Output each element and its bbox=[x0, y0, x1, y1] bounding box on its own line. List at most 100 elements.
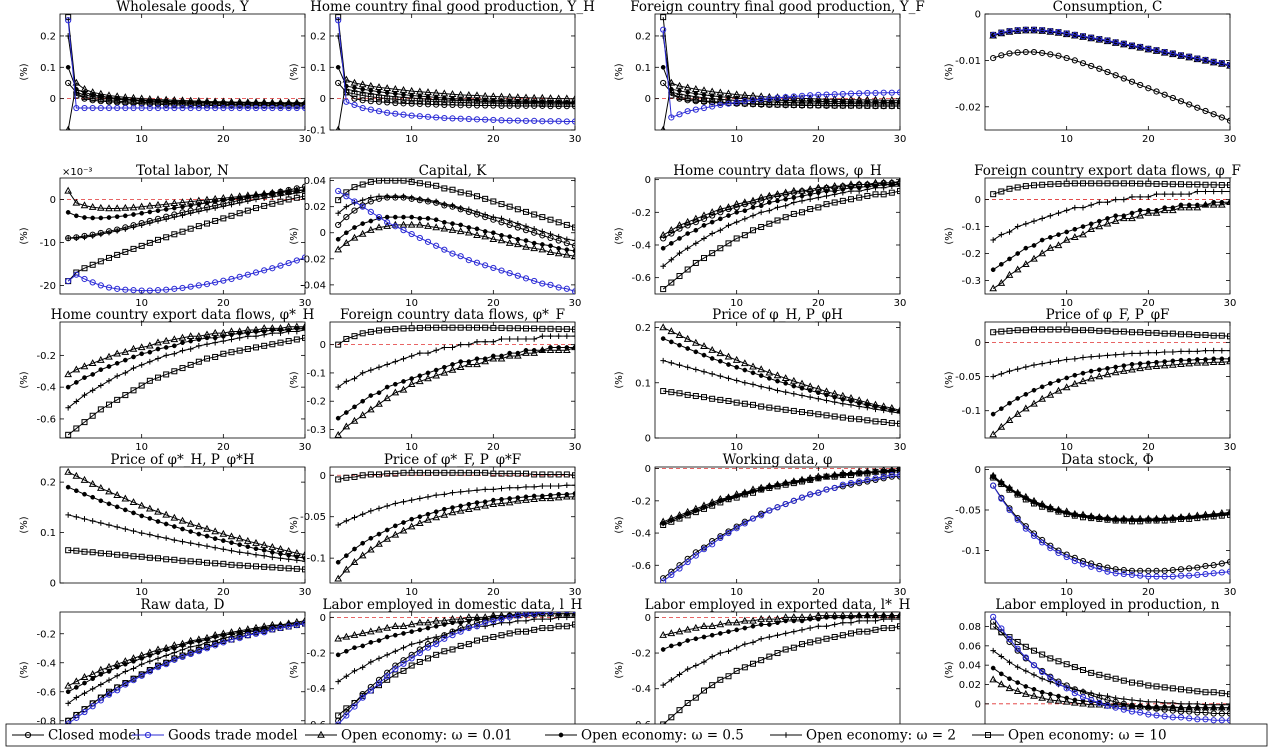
data-point-closed bbox=[490, 616, 497, 623]
data-point-w10 bbox=[474, 193, 480, 200]
data-point-w05 bbox=[155, 519, 161, 524]
data-point-w10 bbox=[376, 471, 382, 478]
data-point-w05 bbox=[335, 652, 341, 658]
data-point-closed bbox=[864, 102, 871, 109]
data-point-closed bbox=[790, 189, 797, 196]
y-tick-label: -0.1 bbox=[961, 546, 981, 557]
data-point-w10 bbox=[572, 224, 575, 231]
data-point-w10 bbox=[523, 208, 529, 215]
data-point-w05 bbox=[433, 509, 439, 515]
data-point-closed bbox=[416, 100, 423, 108]
data-point-w05 bbox=[417, 627, 423, 633]
data-point-w05 bbox=[65, 210, 71, 215]
data-point-w10 bbox=[1112, 328, 1119, 335]
data-point-w10 bbox=[1218, 332, 1225, 339]
data-point-w10 bbox=[138, 242, 145, 249]
data-point-w001 bbox=[383, 623, 392, 631]
data-point-w05 bbox=[335, 559, 341, 565]
data-point-w10 bbox=[65, 14, 72, 21]
data-point-w001 bbox=[342, 238, 351, 246]
data-point-w10 bbox=[1227, 333, 1230, 340]
data-point-w10 bbox=[1194, 515, 1201, 522]
data-point-w05 bbox=[572, 248, 575, 254]
data-point-w10 bbox=[155, 236, 161, 243]
data-point-w2 bbox=[1186, 701, 1192, 707]
data-point-w2 bbox=[1104, 199, 1111, 206]
data-point-w10 bbox=[155, 374, 161, 381]
x-tick-label: 20 bbox=[1142, 134, 1155, 145]
data-point-w2 bbox=[359, 197, 366, 203]
series-group bbox=[334, 178, 575, 294]
data-point-w001 bbox=[1103, 219, 1112, 227]
data-point-goods bbox=[823, 486, 830, 493]
data-point-w05 bbox=[392, 632, 398, 638]
data-point-w2 bbox=[1055, 358, 1062, 364]
data-point-w05 bbox=[564, 491, 570, 497]
data-point-w10 bbox=[171, 231, 178, 238]
data-point-w10 bbox=[831, 633, 838, 640]
data-point-w2 bbox=[1104, 352, 1111, 359]
data-point-w10 bbox=[701, 394, 707, 401]
plot-frame bbox=[59, 611, 306, 729]
data-point-w05 bbox=[1137, 361, 1143, 366]
data-point-goods bbox=[114, 104, 121, 112]
data-point-w10 bbox=[302, 334, 305, 341]
data-point-w001 bbox=[505, 351, 514, 359]
data-point-w10 bbox=[807, 476, 814, 483]
data-point-w05 bbox=[791, 195, 797, 200]
data-point-goods bbox=[400, 227, 407, 234]
data-point-goods bbox=[709, 103, 716, 110]
data-point-closed bbox=[1194, 564, 1201, 571]
data-point-w001 bbox=[1168, 360, 1177, 368]
data-point-goods bbox=[700, 546, 708, 553]
plot-frame bbox=[329, 321, 576, 439]
data-point-w001 bbox=[1021, 260, 1030, 268]
panel-title: Price of φ*_H, P_φ*H bbox=[110, 452, 254, 468]
data-point-w2 bbox=[660, 682, 666, 688]
data-point-w001 bbox=[513, 496, 522, 504]
data-point-w05 bbox=[335, 415, 341, 421]
data-point-goods bbox=[725, 100, 732, 107]
data-point-closed bbox=[1079, 557, 1087, 565]
data-point-w05 bbox=[1007, 256, 1012, 262]
data-point-w05 bbox=[352, 404, 357, 410]
data-point-w10 bbox=[823, 473, 830, 480]
data-point-w10 bbox=[187, 558, 194, 565]
x-tick-label: 30 bbox=[1224, 442, 1237, 453]
data-point-w2 bbox=[343, 518, 350, 524]
y-tick-label: 0.1 bbox=[40, 63, 56, 74]
data-point-closed bbox=[1177, 566, 1185, 573]
data-point-w2 bbox=[179, 646, 186, 653]
data-point-w05 bbox=[261, 547, 267, 553]
data-point-w05 bbox=[1129, 361, 1135, 367]
data-point-closed bbox=[872, 103, 879, 110]
data-point-w2 bbox=[693, 366, 699, 373]
data-point-w05 bbox=[212, 335, 218, 341]
data-point-goods bbox=[1039, 27, 1046, 34]
data-point-w10 bbox=[555, 623, 562, 630]
series-group bbox=[64, 322, 305, 438]
data-point-w10 bbox=[1071, 180, 1078, 187]
data-point-w10 bbox=[1153, 180, 1160, 187]
plot-frame bbox=[329, 13, 576, 131]
data-point-w10 bbox=[81, 548, 88, 555]
data-point-w2 bbox=[98, 520, 104, 526]
data-point-closed bbox=[1071, 57, 1078, 64]
data-point-w001 bbox=[350, 233, 359, 241]
data-point-w001 bbox=[571, 492, 575, 500]
data-point-goods bbox=[1096, 35, 1103, 43]
data-point-w001 bbox=[1185, 359, 1194, 367]
data-point-w001 bbox=[154, 200, 162, 208]
data-point-w2 bbox=[758, 383, 764, 390]
series-line-closed bbox=[992, 485, 1230, 572]
data-point-w2 bbox=[417, 495, 423, 502]
data-point-w001 bbox=[691, 338, 700, 346]
data-point-w10 bbox=[498, 632, 505, 639]
data-point-goods bbox=[433, 114, 440, 121]
data-point-w10 bbox=[343, 474, 350, 481]
data-point-goods bbox=[1055, 549, 1062, 557]
data-point-w2 bbox=[449, 489, 456, 496]
data-point-w001 bbox=[757, 193, 766, 201]
data-point-w001 bbox=[375, 399, 383, 407]
